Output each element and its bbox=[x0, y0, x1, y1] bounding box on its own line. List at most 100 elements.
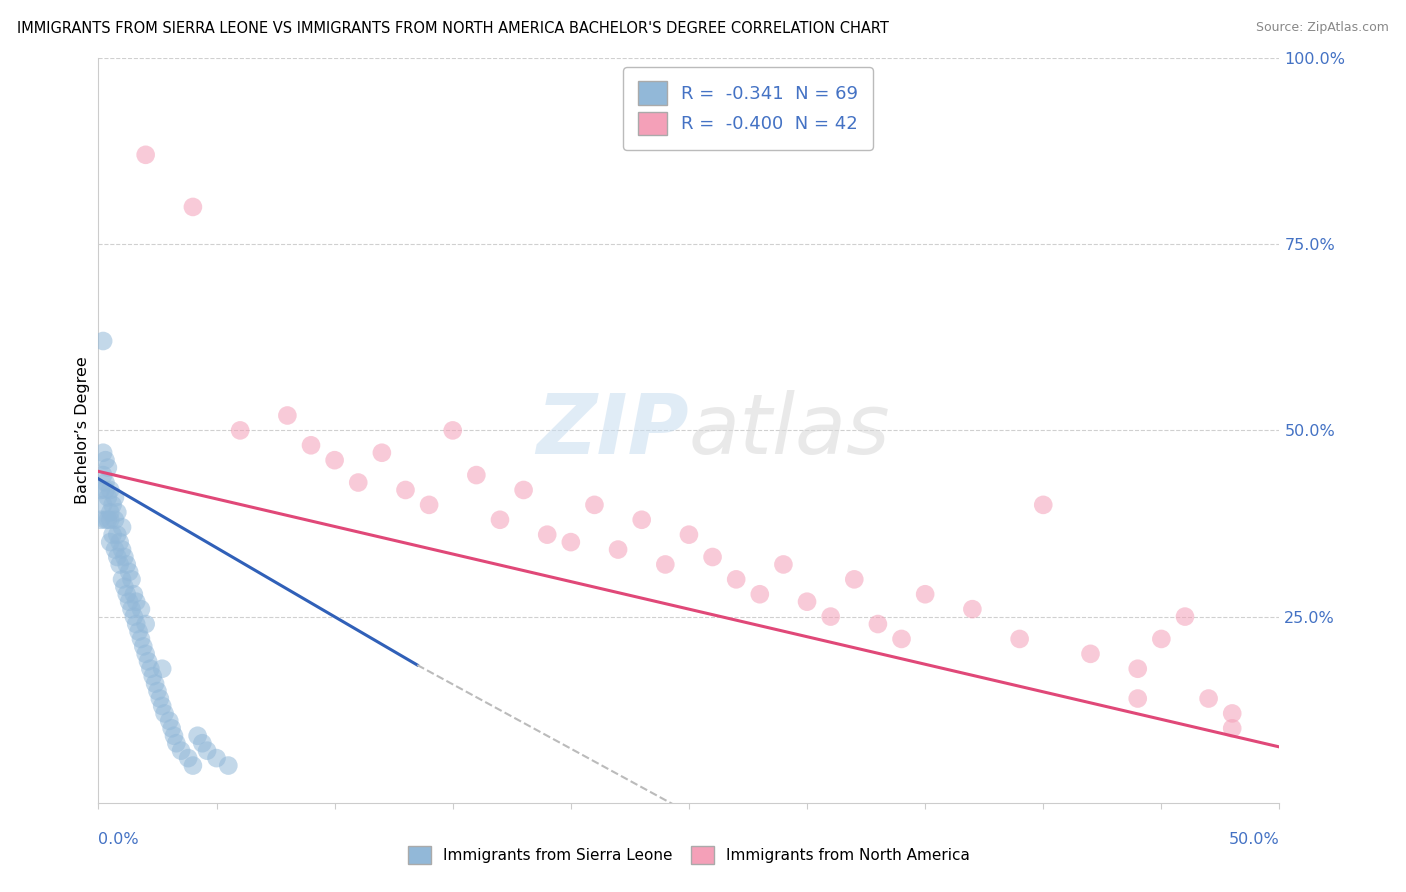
Point bbox=[678, 527, 700, 541]
Point bbox=[187, 729, 209, 743]
Point bbox=[122, 609, 145, 624]
Point bbox=[118, 595, 141, 609]
Point bbox=[128, 624, 150, 639]
Point bbox=[115, 587, 138, 601]
Point bbox=[149, 691, 172, 706]
Point bbox=[111, 520, 134, 534]
Point bbox=[217, 758, 239, 772]
Text: 0.0%: 0.0% bbox=[98, 831, 139, 847]
Point bbox=[1032, 498, 1054, 512]
Text: atlas: atlas bbox=[689, 390, 890, 471]
Point bbox=[105, 527, 128, 541]
Point bbox=[135, 647, 157, 661]
Point bbox=[91, 446, 114, 460]
Point bbox=[112, 580, 135, 594]
Point bbox=[1220, 721, 1243, 735]
Point bbox=[1080, 647, 1102, 661]
Point bbox=[104, 513, 127, 527]
Point bbox=[115, 558, 138, 572]
Point bbox=[748, 587, 770, 601]
Text: ZIP: ZIP bbox=[536, 390, 689, 471]
Point bbox=[139, 662, 162, 676]
Point bbox=[866, 617, 889, 632]
Point bbox=[118, 565, 141, 579]
Point bbox=[105, 549, 128, 564]
Point bbox=[1008, 632, 1031, 646]
Point bbox=[163, 729, 186, 743]
Point bbox=[1198, 691, 1220, 706]
Point bbox=[772, 558, 794, 572]
Point bbox=[1126, 662, 1149, 676]
Point bbox=[702, 549, 724, 564]
Point bbox=[94, 453, 117, 467]
Point bbox=[441, 423, 464, 437]
Point bbox=[844, 573, 866, 587]
Point bbox=[125, 595, 148, 609]
Point bbox=[157, 714, 180, 728]
Point bbox=[229, 423, 252, 437]
Point bbox=[135, 617, 157, 632]
Point bbox=[583, 498, 606, 512]
Point bbox=[607, 542, 630, 557]
Point bbox=[104, 542, 127, 557]
Point bbox=[890, 632, 912, 646]
Point bbox=[512, 483, 534, 497]
Point bbox=[465, 468, 488, 483]
Point bbox=[276, 409, 298, 423]
Point bbox=[394, 483, 416, 497]
Point bbox=[418, 498, 440, 512]
Point bbox=[347, 475, 370, 490]
Point bbox=[323, 453, 346, 467]
Point bbox=[150, 662, 173, 676]
Point bbox=[142, 669, 165, 683]
Point bbox=[125, 617, 148, 632]
Point bbox=[101, 498, 124, 512]
Point bbox=[536, 527, 558, 541]
Point bbox=[91, 334, 114, 348]
Point bbox=[1220, 706, 1243, 721]
Point bbox=[90, 513, 112, 527]
Point bbox=[146, 684, 169, 698]
Point bbox=[97, 460, 120, 475]
Point bbox=[191, 736, 214, 750]
Text: IMMIGRANTS FROM SIERRA LEONE VS IMMIGRANTS FROM NORTH AMERICA BACHELOR'S DEGREE : IMMIGRANTS FROM SIERRA LEONE VS IMMIGRAN… bbox=[17, 21, 889, 36]
Point bbox=[104, 491, 127, 505]
Point bbox=[1126, 691, 1149, 706]
Point bbox=[299, 438, 322, 452]
Point bbox=[121, 573, 143, 587]
Point bbox=[1174, 609, 1197, 624]
Point bbox=[654, 558, 676, 572]
Point bbox=[143, 676, 166, 690]
Point bbox=[177, 751, 200, 765]
Point bbox=[136, 654, 159, 668]
Point bbox=[725, 573, 748, 587]
Point bbox=[94, 475, 117, 490]
Legend: Immigrants from Sierra Leone, Immigrants from North America: Immigrants from Sierra Leone, Immigrants… bbox=[402, 839, 976, 870]
Point bbox=[165, 736, 187, 750]
Point bbox=[97, 513, 120, 527]
Point bbox=[91, 498, 114, 512]
Point bbox=[90, 483, 112, 497]
Point bbox=[153, 706, 176, 721]
Point bbox=[1150, 632, 1173, 646]
Point bbox=[108, 535, 131, 549]
Point bbox=[150, 698, 173, 713]
Point bbox=[111, 573, 134, 587]
Point bbox=[112, 549, 135, 564]
Point bbox=[129, 632, 152, 646]
Point bbox=[91, 468, 114, 483]
Point bbox=[132, 640, 155, 654]
Text: Source: ZipAtlas.com: Source: ZipAtlas.com bbox=[1256, 21, 1389, 34]
Point bbox=[97, 491, 120, 505]
Point bbox=[371, 446, 394, 460]
Point bbox=[914, 587, 936, 601]
Point bbox=[170, 744, 193, 758]
Point bbox=[98, 505, 121, 519]
Point bbox=[630, 513, 652, 527]
Point bbox=[122, 587, 145, 601]
Point bbox=[105, 505, 128, 519]
Point bbox=[796, 595, 818, 609]
Point bbox=[820, 609, 842, 624]
Point bbox=[94, 483, 117, 497]
Point bbox=[111, 542, 134, 557]
